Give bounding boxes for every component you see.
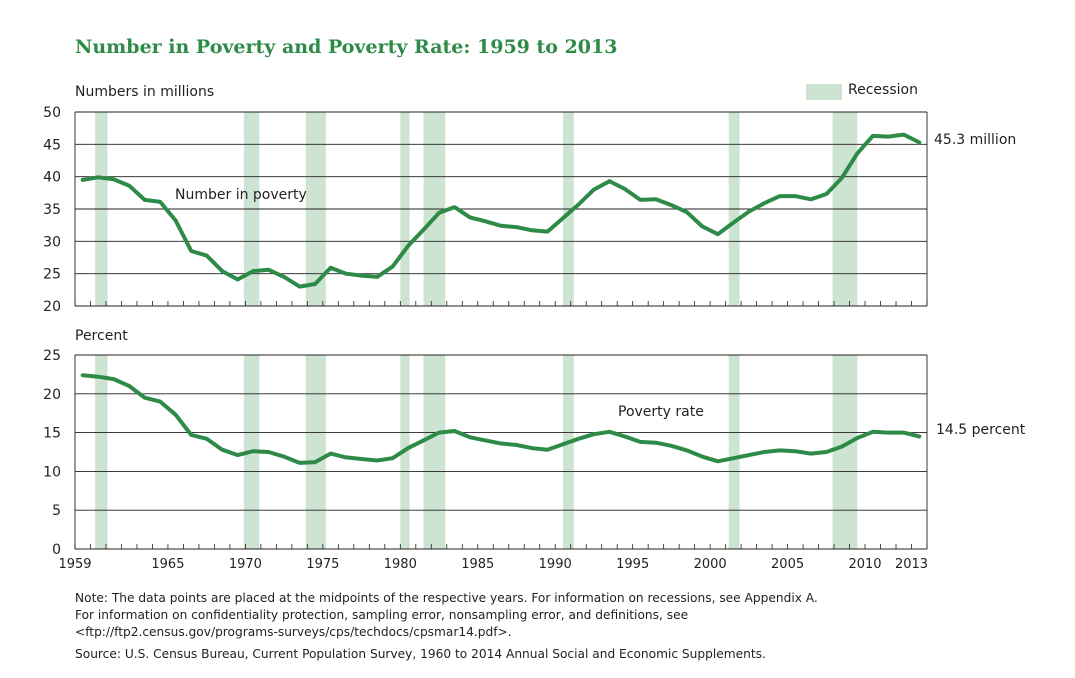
y-tick-label: 0 — [52, 542, 61, 558]
poverty-rate-line — [80, 373, 922, 465]
x-tick-label: 2005 — [771, 557, 804, 572]
recession-band — [305, 355, 326, 549]
y-tick-label: 45 — [43, 137, 61, 153]
x-tick-label: 1975 — [306, 557, 339, 572]
x-tick-label: 2010 — [848, 557, 881, 572]
x-tick-label: 1995 — [616, 557, 649, 572]
y-tick-label: 5 — [52, 503, 61, 519]
y-tick-label: 30 — [43, 234, 61, 250]
recession-legend-label: Recession — [848, 82, 918, 98]
source-note: Source: U.S. Census Bureau, Current Popu… — [75, 647, 766, 661]
y-tick-label: 25 — [43, 267, 61, 283]
note-line-1: Note: The data points are placed at the … — [75, 591, 818, 605]
x-tick-label: 1959 — [58, 557, 91, 572]
end-value-label: 14.5 percent — [936, 422, 1026, 438]
x-tick-label: 1970 — [229, 557, 262, 572]
end-value-label: 45.3 million — [934, 132, 1016, 148]
y-tick-label: 40 — [43, 170, 61, 186]
top-panel-unit-label: Numbers in millions — [75, 84, 215, 100]
number-in-poverty-line — [80, 132, 922, 289]
x-tick-label: 1985 — [461, 557, 494, 572]
note-line-2: For information on confidentiality prote… — [75, 608, 689, 622]
chart-title: Number in Poverty and Poverty Rate: 1959… — [75, 36, 618, 58]
series-label: Number in poverty — [175, 187, 307, 203]
recession-legend-swatch — [806, 84, 842, 100]
recession-band — [562, 355, 574, 549]
series-label: Poverty rate — [618, 404, 704, 420]
x-tick-label: 1990 — [539, 557, 572, 572]
y-tick-label: 10 — [43, 464, 61, 480]
recession-band — [423, 355, 446, 549]
y-tick-label: 35 — [43, 202, 61, 218]
x-tick-label: 1965 — [151, 557, 184, 572]
y-tick-label: 20 — [43, 299, 61, 315]
recession-band — [95, 355, 108, 549]
recession-band — [832, 355, 858, 549]
note-line-3: <ftp://ftp2.census.gov/programs-surveys/… — [75, 625, 512, 639]
recession-band — [728, 355, 740, 549]
bottom-panel-unit-label: Percent — [75, 328, 128, 344]
x-tick-label: 1980 — [384, 557, 417, 572]
y-tick-label: 15 — [43, 426, 61, 442]
y-tick-label: 20 — [43, 387, 61, 403]
y-tick-label: 25 — [43, 348, 61, 364]
x-tick-label: 2013 — [895, 557, 928, 572]
x-tick-label: 2000 — [694, 557, 727, 572]
y-tick-label: 50 — [43, 105, 61, 121]
